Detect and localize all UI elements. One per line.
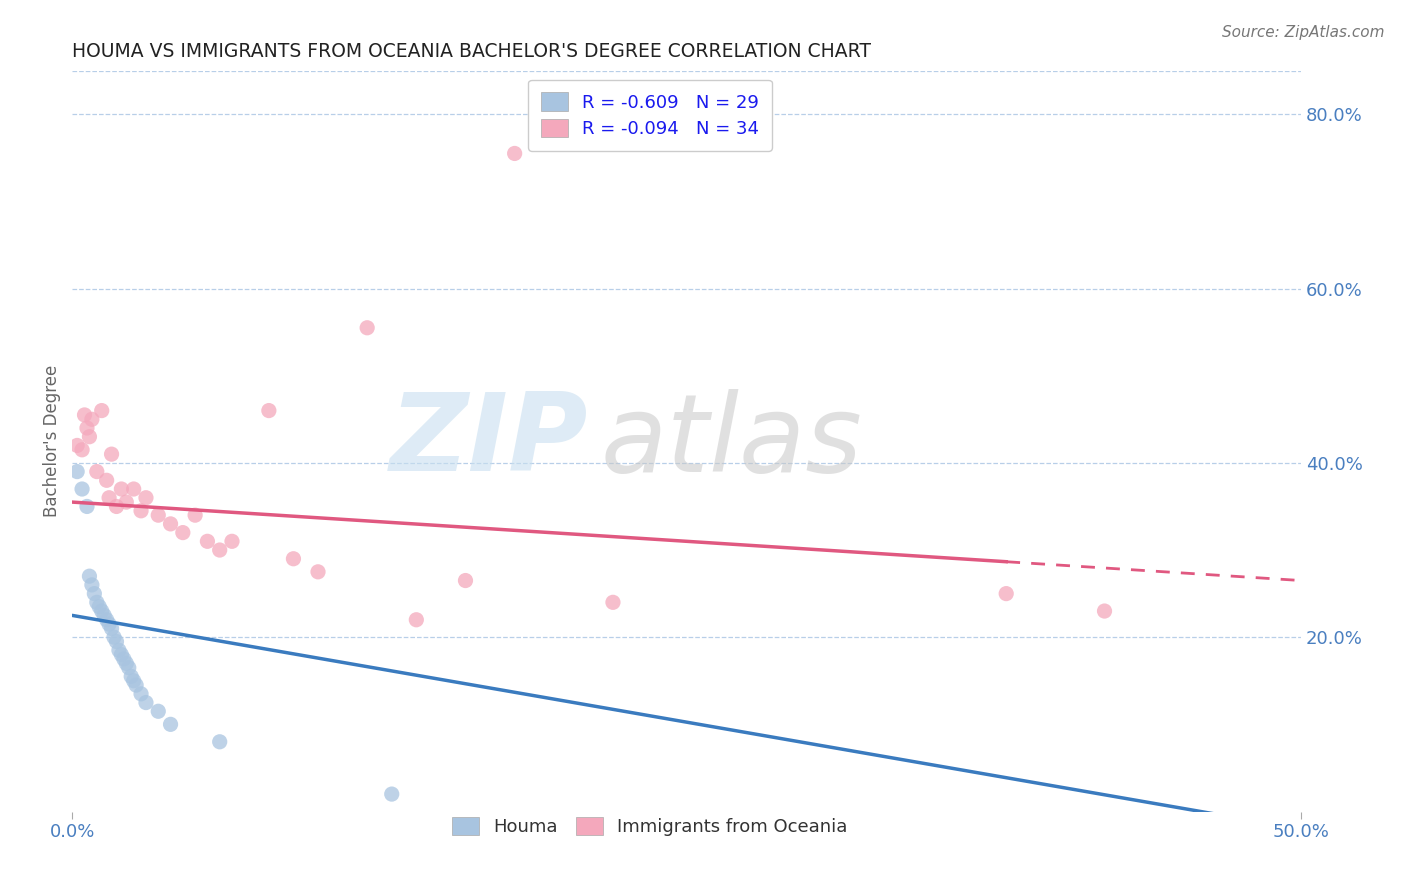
Point — [1094, 604, 1116, 618]
Point — [115, 657, 138, 671]
Text: ZIP: ZIP — [389, 388, 588, 494]
Point — [76, 500, 98, 514]
Point — [135, 491, 157, 505]
Point — [356, 320, 378, 334]
Point — [405, 613, 427, 627]
Point — [503, 146, 526, 161]
Point — [90, 403, 112, 417]
Point — [122, 673, 145, 688]
Point — [257, 403, 280, 417]
Point — [122, 482, 145, 496]
Point — [602, 595, 624, 609]
Point — [159, 516, 181, 531]
Point — [129, 687, 152, 701]
Point — [108, 643, 131, 657]
Point — [89, 599, 111, 614]
Point — [96, 613, 118, 627]
Point — [103, 630, 125, 644]
Point — [454, 574, 477, 588]
Point — [66, 438, 89, 452]
Point — [96, 473, 118, 487]
Point — [135, 696, 157, 710]
Point — [221, 534, 243, 549]
Text: atlas: atlas — [600, 389, 862, 493]
Point — [115, 495, 138, 509]
Point — [98, 491, 121, 505]
Point — [129, 504, 152, 518]
Text: Source: ZipAtlas.com: Source: ZipAtlas.com — [1222, 25, 1385, 40]
Point — [90, 604, 112, 618]
Y-axis label: Bachelor's Degree: Bachelor's Degree — [44, 365, 60, 517]
Point — [184, 508, 207, 523]
Point — [148, 508, 170, 523]
Point — [159, 717, 181, 731]
Point — [79, 569, 101, 583]
Point — [73, 408, 96, 422]
Point — [80, 412, 103, 426]
Point — [100, 622, 122, 636]
Point — [307, 565, 329, 579]
Point — [995, 586, 1018, 600]
Point — [86, 465, 108, 479]
Point — [381, 787, 404, 801]
Point — [105, 634, 128, 648]
Point — [110, 648, 132, 662]
Point — [208, 735, 231, 749]
Point — [197, 534, 219, 549]
Point — [148, 704, 170, 718]
Point — [70, 482, 93, 496]
Point — [110, 482, 132, 496]
Point — [98, 617, 121, 632]
Legend: Houma, Immigrants from Oceania: Houma, Immigrants from Oceania — [444, 809, 855, 843]
Point — [93, 608, 115, 623]
Point — [66, 465, 89, 479]
Point — [100, 447, 122, 461]
Point — [76, 421, 98, 435]
Point — [118, 661, 141, 675]
Point — [79, 430, 101, 444]
Point — [120, 669, 142, 683]
Point — [172, 525, 194, 540]
Point — [83, 586, 105, 600]
Point — [283, 551, 305, 566]
Point — [208, 543, 231, 558]
Point — [86, 595, 108, 609]
Point — [80, 578, 103, 592]
Point — [112, 652, 135, 666]
Text: HOUMA VS IMMIGRANTS FROM OCEANIA BACHELOR'S DEGREE CORRELATION CHART: HOUMA VS IMMIGRANTS FROM OCEANIA BACHELO… — [72, 42, 872, 61]
Point — [70, 442, 93, 457]
Point — [125, 678, 148, 692]
Point — [105, 500, 128, 514]
